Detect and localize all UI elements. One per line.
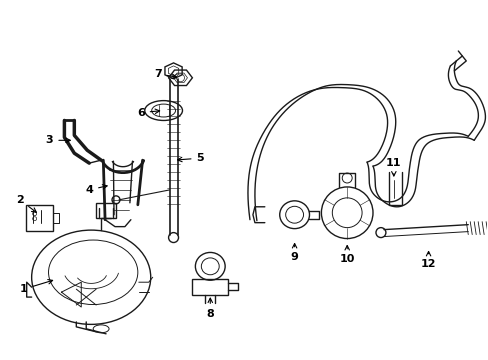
Text: 12: 12 [420,252,435,269]
Bar [96,203,116,218]
Text: 7: 7 [154,69,176,79]
Text: 6: 6 [137,108,159,117]
Text: 11: 11 [386,158,401,176]
Text: 9: 9 [290,244,298,262]
Text: 5: 5 [177,153,203,163]
Text: 4: 4 [85,185,107,195]
Text: 2: 2 [16,195,36,212]
Bar [192,279,228,295]
Text: 8: 8 [206,298,214,319]
Text: 3: 3 [45,135,70,145]
Bar [26,205,53,231]
Text: 10: 10 [339,246,354,264]
Text: 1: 1 [20,280,53,294]
